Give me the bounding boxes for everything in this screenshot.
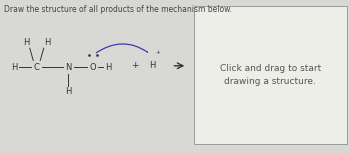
Text: N: N: [65, 63, 71, 72]
Text: +: +: [131, 61, 139, 70]
Text: O: O: [90, 63, 96, 72]
FancyArrowPatch shape: [96, 44, 147, 53]
Text: Draw the structure of all products of the mechanism below.: Draw the structure of all products of th…: [4, 5, 231, 14]
Text: H: H: [44, 38, 50, 47]
Text: H: H: [65, 87, 71, 96]
Text: H: H: [149, 61, 155, 70]
Text: H: H: [11, 63, 17, 72]
Text: H: H: [23, 38, 29, 47]
Text: H: H: [105, 63, 112, 72]
Text: Click and drag to start
drawing a structure.: Click and drag to start drawing a struct…: [220, 64, 321, 86]
Text: C: C: [34, 63, 40, 72]
Text: +: +: [155, 50, 160, 54]
FancyBboxPatch shape: [194, 6, 346, 144]
